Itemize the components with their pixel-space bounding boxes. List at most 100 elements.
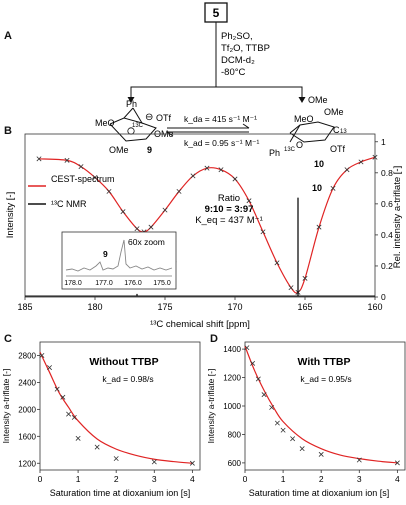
- equilibrium-arrows: k_da = 415 s⁻¹ M⁻¹ k_ad = 0.95 s⁻¹ M⁻¹: [166, 114, 260, 148]
- ring-oxygen-right: O: [296, 140, 303, 150]
- y-tick-label: 600: [228, 459, 242, 468]
- x-tick-label: 4: [395, 474, 400, 484]
- reaction-scheme: 5 Ph₂SO, Tf₂O, TTBP DCM-d₂ -80°C Ph MeO …: [95, 2, 347, 169]
- x-tick-label: 1: [281, 474, 286, 484]
- legend-label-cest: CEST-spectrum: [51, 174, 115, 184]
- chart-title-c: Without TTBP: [89, 356, 158, 368]
- condition-line-3: DCM-d₂: [221, 55, 255, 66]
- plot-area-b: [24, 133, 376, 298]
- cest-data-point: [134, 226, 140, 232]
- cest-data-point: [148, 224, 154, 230]
- data-point: [151, 459, 157, 465]
- cest-data-point: [288, 285, 294, 291]
- x-tick-label: 175: [157, 302, 172, 312]
- compound-label-9: 9: [147, 145, 152, 155]
- substituent-meo-right: MeO: [294, 114, 314, 124]
- substituent-ph-right: Ph: [269, 148, 280, 158]
- ratio-value: 9:10 = 3:97: [205, 204, 254, 215]
- data-point: [261, 392, 267, 398]
- data-point: [280, 427, 286, 433]
- cest-data-point: [358, 159, 364, 165]
- structure-triflate-10: OMe OMe MeO O Ph 13C C 13 OTf 10: [269, 95, 347, 169]
- cest-data-point: [302, 275, 308, 281]
- legend-label-nmr: ¹³C NMR: [51, 199, 87, 209]
- cest-spectrum-chart: 185 180 175 170 165 160 0 0.2 0.4 0.6 0.8 1 ¹³C ch…: [5, 133, 403, 330]
- data-point: [39, 352, 45, 358]
- substituent-ome-left-2: OMe: [109, 145, 129, 155]
- arrowhead-right: [298, 97, 306, 103]
- data-point: [66, 411, 72, 417]
- data-point: [274, 420, 280, 426]
- legend-b: CEST-spectrum ¹³C NMR: [28, 174, 115, 209]
- condition-line-4: -80°C: [221, 67, 246, 78]
- cest-data-point: [260, 229, 266, 235]
- substituent-otf-right: OTf: [330, 144, 345, 154]
- substituent-meo-left: MeO: [95, 118, 115, 128]
- data-point: [71, 414, 77, 420]
- inset-tick-178: 178.0: [64, 280, 82, 287]
- data-point: [113, 456, 119, 462]
- cest-data-point: [274, 260, 280, 266]
- cest-data-point: [330, 185, 336, 191]
- x-tick-label: 2: [319, 474, 324, 484]
- x-axis-label-d: Saturation time at dioxanium ion [s]: [249, 488, 390, 498]
- isotope-13c-right-superscript: 13C: [284, 147, 296, 153]
- condition-line-2: Tf₂O, TTBP: [221, 43, 270, 54]
- y2-tick-label: 0.6: [381, 199, 393, 209]
- data-point: [54, 386, 60, 392]
- data-point: [244, 345, 250, 351]
- substituent-otf-left: OTf: [156, 113, 171, 123]
- structure-dioxanium-9: Ph MeO 13C ⊖ OTf OMe OMe 9: [95, 99, 174, 155]
- cest-data-point: [232, 176, 238, 182]
- data-point: [394, 460, 400, 466]
- y2-tick-label: 0.8: [381, 168, 393, 178]
- cest-data-point: [92, 174, 98, 180]
- inset-tick-176: 176.0: [124, 280, 142, 287]
- data-point: [189, 460, 195, 466]
- rate-annotation-c: k_ad = 0.98/s: [102, 374, 153, 384]
- cest-data-point: [176, 188, 182, 194]
- x-tick-label: 4: [190, 474, 195, 484]
- decay-chart-with-ttbp: 0 1 2 3 4 600 800 1000 1200 1400 With TTBP k_ad =…: [206, 341, 406, 498]
- inset-tick-177: 177.0: [95, 280, 113, 287]
- substituent-ome-right-1: OMe: [308, 95, 328, 105]
- y-tick-label: 1200: [223, 374, 241, 383]
- fit-line-d: [244, 346, 398, 464]
- x-tick-label: 165: [297, 302, 312, 312]
- data-point: [299, 446, 305, 452]
- compound-label: 5: [213, 6, 220, 20]
- inset-zoom-label: 60x zoom: [128, 237, 165, 247]
- data-point: [255, 376, 261, 382]
- cest-data-point: [344, 167, 350, 173]
- data-point: [318, 451, 324, 457]
- cest-data-point: [36, 156, 42, 162]
- panel-letter-a: A: [4, 30, 12, 42]
- cest-data-point: [64, 157, 70, 163]
- inset-spectrum-trace: [65, 239, 173, 272]
- y-axis-label-b: Intensity [-]: [5, 192, 16, 238]
- inset-tick-175: 175.0: [153, 280, 171, 287]
- data-point: [94, 444, 100, 450]
- fit-line-c: [39, 351, 193, 464]
- x-tick-label: 0: [243, 474, 248, 484]
- data-point: [60, 394, 66, 400]
- panel-letter-b: B: [4, 125, 12, 137]
- y-axis-label-d: Intensity a-triflate [-]: [206, 369, 216, 444]
- y-axis-label-c: Intensity a-triflate [-]: [1, 369, 11, 444]
- cest-data-point: [372, 154, 378, 160]
- cest-data-point: [316, 224, 322, 230]
- ester-bond-right: [289, 124, 301, 143]
- carbonyl-carbon-right: C: [333, 125, 340, 135]
- data-point: [47, 365, 53, 371]
- legend-label-cest-text: CEST-spectrum: [51, 174, 115, 184]
- keq-value: K_eq = 437 M⁻¹: [195, 215, 263, 226]
- compound-label-10: 10: [314, 159, 324, 169]
- x-axis-label-c: Saturation time at dioxanium ion [s]: [50, 488, 191, 498]
- inset-zoom: 9 60x zoom 178.0 177.0 176.0 175.0: [61, 231, 177, 290]
- x-tick-label: 3: [357, 474, 362, 484]
- y2-tick-label: 0: [381, 292, 386, 302]
- cest-data-point: [246, 198, 252, 204]
- panel-letter-c: C: [4, 333, 12, 345]
- cest-data-point: [190, 173, 196, 179]
